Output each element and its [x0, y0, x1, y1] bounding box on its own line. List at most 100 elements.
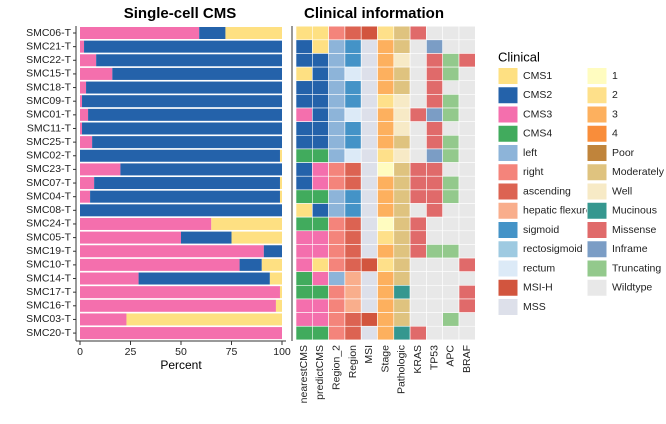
- legend-swatch: [586, 67, 608, 85]
- y-tick-label: SMC18-T: [26, 81, 72, 93]
- heatmap-cell: [409, 244, 427, 259]
- heatmap-cell: [458, 189, 476, 204]
- heatmap-cell: [360, 203, 378, 218]
- heatmap-cell: [360, 39, 378, 54]
- heatmap-cell: [426, 39, 443, 54]
- heatmap-cell: [426, 244, 443, 259]
- heatmap-cell: [328, 135, 346, 150]
- heatmap-cell: [393, 325, 411, 341]
- heatmap-cell: [311, 39, 329, 54]
- heatmap-cell: [409, 271, 427, 286]
- column-label: MSI: [363, 345, 375, 364]
- bar-segment: [80, 313, 127, 326]
- y-tick-label: SMC20-T: [26, 327, 72, 339]
- legend-label: rectosigmoid: [523, 243, 583, 255]
- y-tick-label: SMC16-T: [26, 300, 72, 312]
- heatmap-cell: [311, 121, 329, 136]
- heatmap-cell: [409, 107, 427, 122]
- column-label: APC: [445, 345, 457, 367]
- heatmap-cell: [458, 107, 476, 122]
- heatmap-cell: [442, 94, 460, 109]
- legend-swatch: [586, 240, 608, 259]
- heatmap-cell: [311, 325, 329, 341]
- y-tick-label: SMC17-T: [26, 286, 72, 298]
- heatmap-cell: [458, 175, 476, 191]
- heatmap-cell: [311, 257, 329, 272]
- legend-swatch: [497, 278, 519, 297]
- heatmap-cell: [393, 121, 411, 136]
- heatmap-cell: [295, 53, 313, 68]
- heatmap-cell: [442, 80, 460, 95]
- heatmap-cell: [393, 257, 411, 272]
- bar-segment: [80, 54, 97, 67]
- heatmap-cell: [442, 230, 460, 245]
- x-tick-label: 100: [273, 346, 291, 358]
- heatmap-cell: [344, 244, 362, 259]
- heatmap-cell: [442, 325, 460, 341]
- heatmap-cell: [426, 25, 443, 41]
- heatmap-cell: [442, 148, 460, 163]
- bar-segment: [269, 272, 282, 285]
- heatmap-cell: [311, 189, 329, 204]
- heatmap-cell: [458, 80, 476, 95]
- y-tick-label: SMC15-T: [26, 68, 72, 80]
- bar-segment: [80, 122, 83, 135]
- bar-segment: [275, 299, 282, 312]
- heatmap-cell: [409, 66, 427, 82]
- heatmap-cell: [328, 216, 346, 232]
- heatmap-cell: [328, 107, 346, 122]
- y-tick-label: SMC21-T: [26, 40, 72, 52]
- heatmap-cell: [442, 312, 460, 327]
- heatmap-cell: [409, 216, 427, 232]
- bar-segment: [112, 67, 282, 80]
- heatmap-cell: [311, 94, 329, 109]
- heatmap-cell: [426, 53, 443, 68]
- column-label: Pathologic: [396, 345, 408, 394]
- heatmap-cell: [311, 135, 329, 150]
- heatmap-cell: [328, 121, 346, 136]
- bar-segment: [80, 163, 121, 176]
- heatmap-cell: [360, 162, 378, 177]
- heatmap-cell: [360, 230, 378, 245]
- heatmap-cell: [393, 271, 411, 286]
- bar-segment: [80, 95, 83, 108]
- heatmap-cell: [360, 285, 378, 300]
- heatmap-cell: [328, 39, 346, 54]
- column-label: Region: [347, 345, 359, 378]
- heatmap-cell: [344, 257, 362, 272]
- column-label: KRAS: [412, 345, 424, 374]
- bar-segment: [80, 27, 200, 39]
- heatmap-cell: [426, 203, 443, 218]
- heatmap-cell: [458, 162, 476, 177]
- heatmap-cell: [458, 271, 476, 286]
- bar-segment: [80, 217, 212, 230]
- heatmap-cell: [393, 25, 411, 41]
- bar-segment: [80, 258, 240, 271]
- heatmap-cell: [311, 230, 329, 245]
- heatmap-cell: [426, 107, 443, 122]
- heatmap-cell: [442, 39, 460, 54]
- heatmap-cell: [344, 148, 362, 163]
- bar-segment: [92, 136, 283, 149]
- bar-segment: [126, 313, 283, 326]
- heatmap-cell: [311, 175, 329, 191]
- heatmap-cell: [393, 216, 411, 232]
- heatmap-cell: [328, 175, 346, 191]
- legend-label: Well: [612, 185, 632, 197]
- heatmap-cell: [377, 148, 395, 163]
- heatmap-cell: [295, 39, 313, 54]
- y-tick-label: SMC19-T: [26, 245, 72, 257]
- bar-segment: [199, 27, 226, 39]
- heatmap-cell: [360, 257, 378, 272]
- bar-segment: [80, 67, 113, 80]
- legend-label: right: [523, 166, 544, 178]
- legend-label: MSS: [523, 301, 546, 313]
- heatmap-cell: [344, 298, 362, 313]
- heatmap-cell: [344, 203, 362, 218]
- heatmap-cell: [377, 189, 395, 204]
- heatmap-cell: [344, 175, 362, 191]
- heatmap-cell: [426, 80, 443, 95]
- column-label: TP53: [428, 345, 440, 370]
- heatmap-cell: [458, 25, 476, 41]
- heatmap-cell: [377, 107, 395, 122]
